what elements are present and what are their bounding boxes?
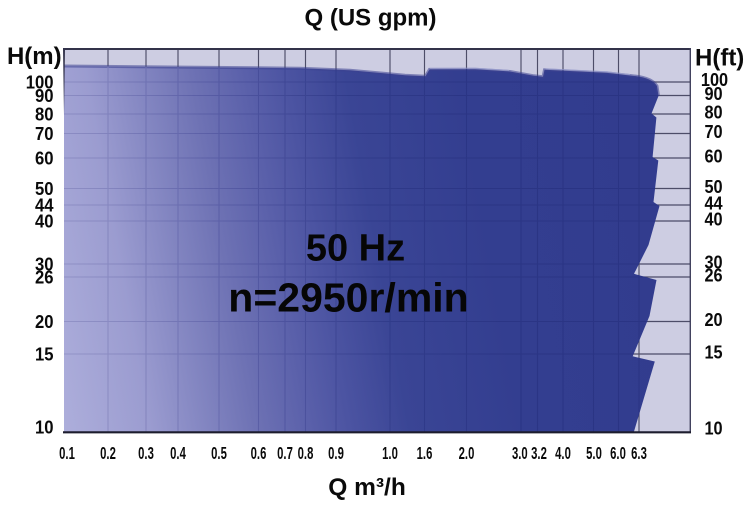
svg-text:15: 15 bbox=[704, 342, 722, 363]
svg-text:0.4: 0.4 bbox=[170, 445, 186, 464]
svg-text:1.0: 1.0 bbox=[382, 445, 398, 464]
svg-text:40: 40 bbox=[35, 211, 54, 232]
svg-text:50: 50 bbox=[35, 178, 54, 199]
svg-text:1.6: 1.6 bbox=[417, 445, 433, 464]
svg-text:60: 60 bbox=[704, 146, 722, 167]
svg-text:60: 60 bbox=[35, 148, 54, 169]
svg-text:90: 90 bbox=[704, 83, 722, 104]
svg-text:20: 20 bbox=[35, 311, 54, 332]
svg-text:10: 10 bbox=[704, 418, 722, 439]
svg-text:n=2950r/min: n=2950r/min bbox=[228, 275, 468, 321]
svg-text:30: 30 bbox=[704, 252, 722, 273]
svg-text:26: 26 bbox=[704, 265, 722, 286]
svg-text:80: 80 bbox=[35, 104, 54, 125]
svg-text:0.9: 0.9 bbox=[328, 445, 344, 464]
svg-text:Q m³/h: Q m³/h bbox=[328, 474, 406, 501]
svg-text:26: 26 bbox=[35, 267, 54, 288]
svg-text:90: 90 bbox=[35, 85, 54, 106]
svg-text:0.6: 0.6 bbox=[251, 445, 267, 464]
svg-text:5.0: 5.0 bbox=[586, 445, 602, 464]
svg-text:50 Hz: 50 Hz bbox=[306, 228, 405, 270]
svg-text:3.2: 3.2 bbox=[531, 445, 547, 464]
svg-text:70: 70 bbox=[704, 121, 722, 142]
svg-text:70: 70 bbox=[35, 123, 54, 144]
svg-text:10: 10 bbox=[35, 417, 54, 438]
svg-text:0.7: 0.7 bbox=[277, 445, 293, 464]
svg-text:6.0: 6.0 bbox=[610, 445, 626, 464]
svg-text:44: 44 bbox=[35, 195, 54, 216]
svg-text:4.0: 4.0 bbox=[555, 445, 571, 464]
svg-text:80: 80 bbox=[704, 102, 722, 123]
svg-text:H(m): H(m) bbox=[7, 43, 62, 70]
svg-text:100: 100 bbox=[26, 72, 54, 93]
svg-text:15: 15 bbox=[35, 344, 54, 365]
svg-text:44: 44 bbox=[704, 193, 722, 214]
svg-text:40: 40 bbox=[704, 209, 722, 230]
svg-text:0.3: 0.3 bbox=[138, 445, 154, 464]
svg-text:3.0: 3.0 bbox=[512, 445, 528, 464]
svg-text:H(ft): H(ft) bbox=[695, 45, 744, 72]
svg-text:50: 50 bbox=[704, 176, 722, 197]
svg-text:0.2: 0.2 bbox=[100, 445, 116, 464]
svg-text:6.3: 6.3 bbox=[631, 445, 647, 464]
svg-text:2.0: 2.0 bbox=[459, 445, 475, 464]
svg-text:0.8: 0.8 bbox=[298, 445, 314, 464]
svg-text:20: 20 bbox=[704, 309, 722, 330]
svg-text:100: 100 bbox=[701, 69, 728, 90]
svg-text:0.5: 0.5 bbox=[211, 445, 227, 464]
svg-text:0.1: 0.1 bbox=[59, 445, 75, 464]
svg-text:30: 30 bbox=[35, 254, 54, 275]
svg-text:Q (US gpm): Q (US gpm) bbox=[305, 5, 437, 32]
